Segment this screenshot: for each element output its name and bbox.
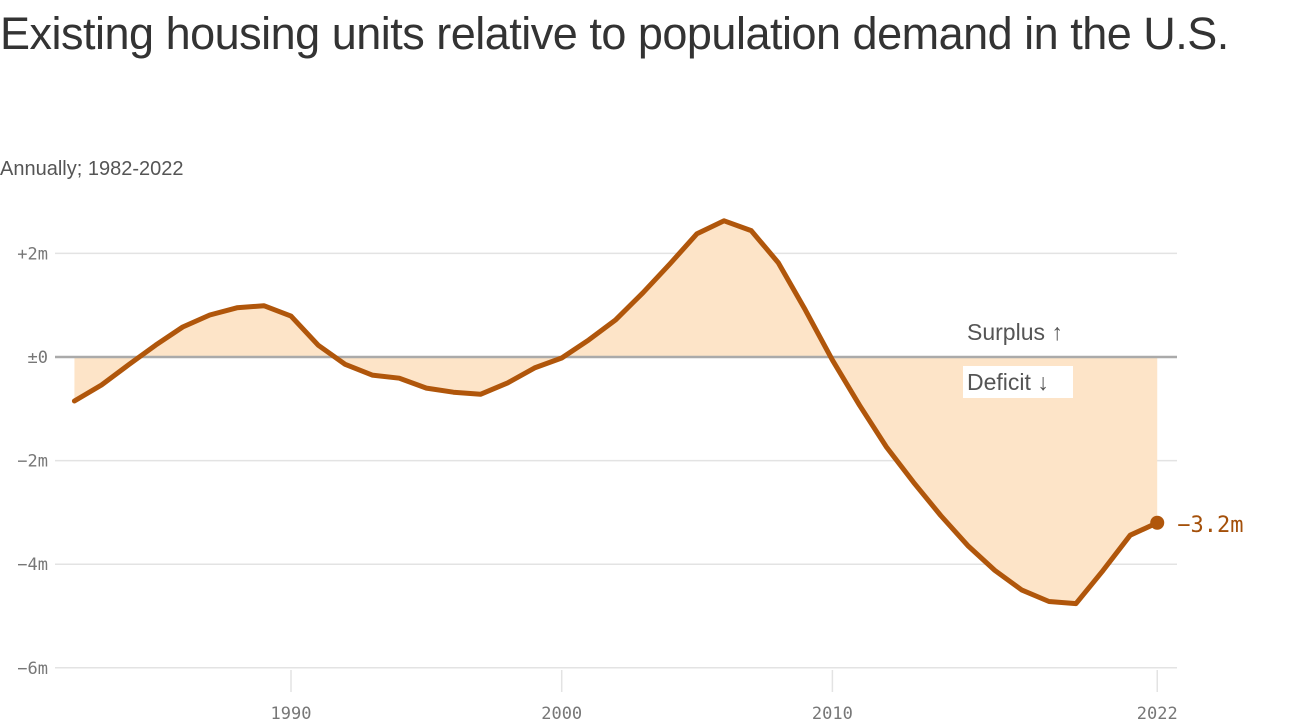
y-tick-label: −2m	[17, 452, 48, 472]
y-tick-label: −6m	[17, 659, 48, 679]
end-point-marker	[1150, 515, 1165, 530]
y-tick-label: −4m	[17, 555, 48, 575]
x-tick-label: 2000	[541, 704, 582, 724]
surplus-label: Surplus ↑	[967, 319, 1063, 345]
x-tick-label: 2022	[1137, 704, 1178, 724]
y-tick-label: +2m	[17, 244, 48, 264]
chart-title: Existing housing units relative to popul…	[0, 8, 1229, 59]
area-fill	[74, 220, 1158, 604]
deficit-label: Deficit ↓	[967, 369, 1049, 395]
x-tick-label: 1990	[271, 704, 312, 724]
deficit-label-bg	[963, 366, 1073, 398]
chart-subtitle: Annually; 1982-2022	[0, 158, 184, 180]
y-tick-label: ±0	[28, 348, 48, 368]
end-value-label: −3.2m	[1177, 513, 1243, 538]
x-tick-label: 2010	[812, 704, 853, 724]
